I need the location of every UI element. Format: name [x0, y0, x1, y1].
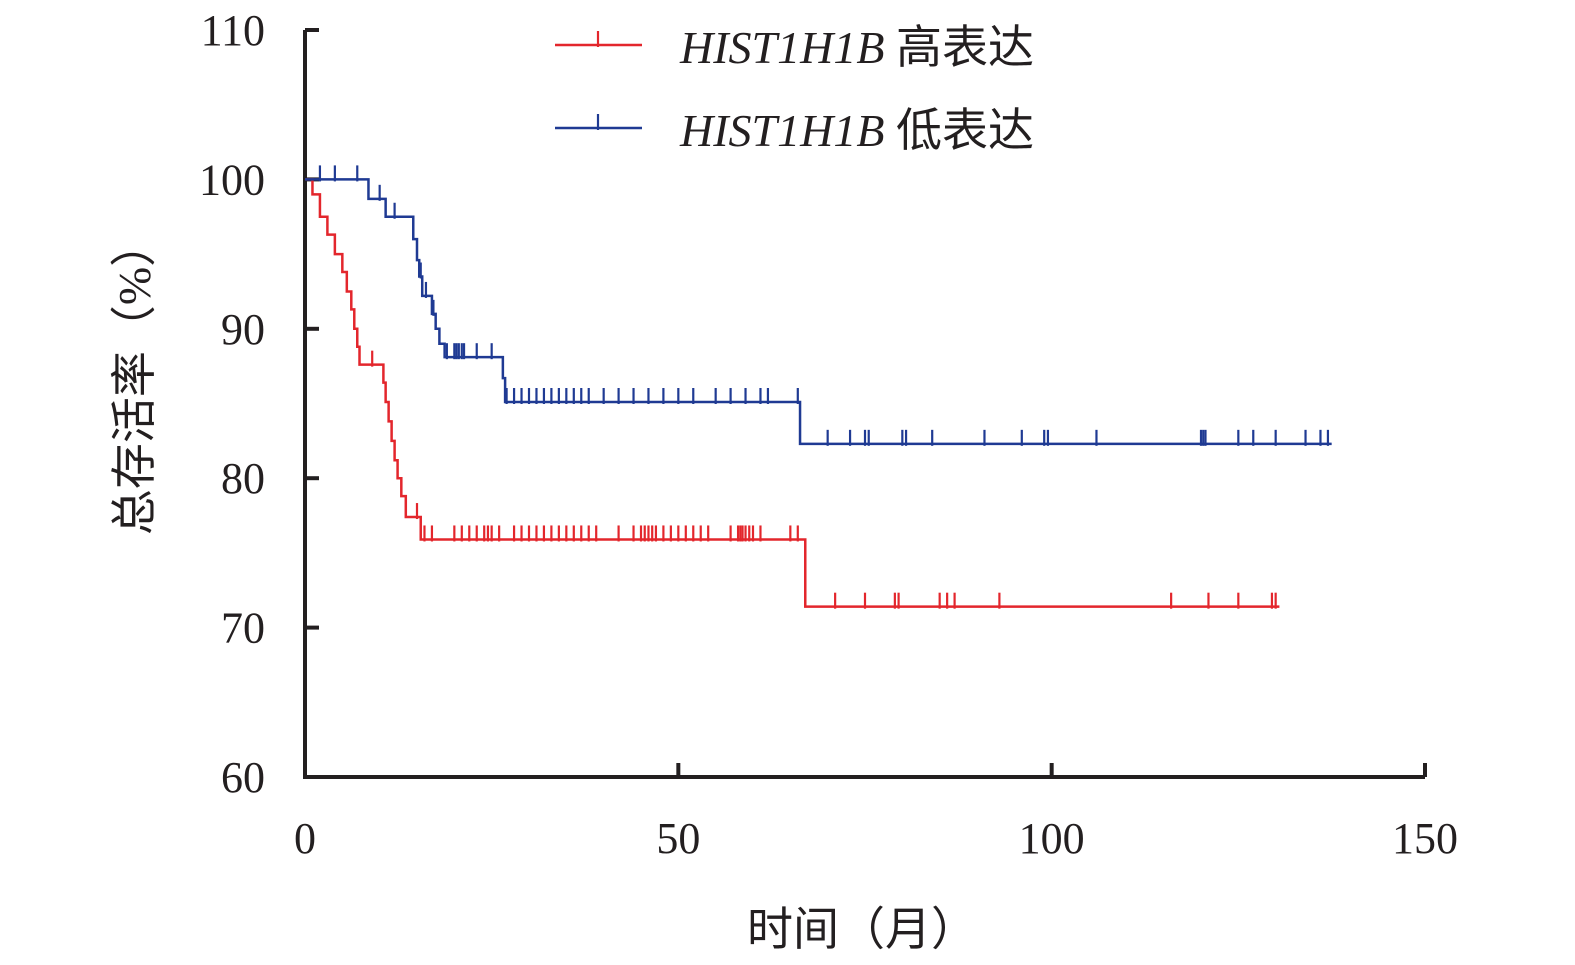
y-tick-label: 100 [199, 155, 265, 204]
legend-gene-name: HIST1H1B [679, 22, 884, 73]
x-tick-label: 150 [1392, 814, 1458, 863]
y-axis-ticks: 60 70 80 90 100 110 [199, 6, 319, 802]
x-axis-title: 时间（月） [747, 904, 977, 955]
series-2-line [305, 178, 1332, 446]
series-2 [305, 165, 1332, 446]
y-tick-label: 90 [221, 305, 265, 354]
y-axis-title: 总存活率（%） [109, 221, 160, 535]
legend-item-2: HIST1H1B 低表达 [555, 105, 1034, 156]
y-tick-label: 70 [221, 604, 265, 653]
legend-label: HIST1H1B 高表达 [679, 22, 1034, 73]
series-1 [305, 178, 1280, 609]
legend-label: HIST1H1B 低表达 [679, 105, 1034, 156]
legend-expression-level: 高表达 [884, 22, 1034, 73]
x-tick-label: 100 [1019, 814, 1085, 863]
x-tick-label: 50 [656, 814, 700, 863]
chart-axes [303, 30, 1425, 779]
legend-gene-name: HIST1H1B [679, 105, 884, 156]
x-tick-label: 0 [294, 814, 316, 863]
series-layer [305, 165, 1332, 609]
legend-expression-level: 低表达 [884, 105, 1034, 156]
y-tick-label: 80 [221, 454, 265, 503]
series-1-line [305, 178, 1280, 608]
legend-item-1: HIST1H1B 高表达 [555, 22, 1034, 73]
y-tick-label: 110 [201, 6, 265, 55]
x-axis-ticks: 0 50 100 150 [294, 763, 1458, 863]
y-tick-label: 60 [221, 753, 265, 802]
